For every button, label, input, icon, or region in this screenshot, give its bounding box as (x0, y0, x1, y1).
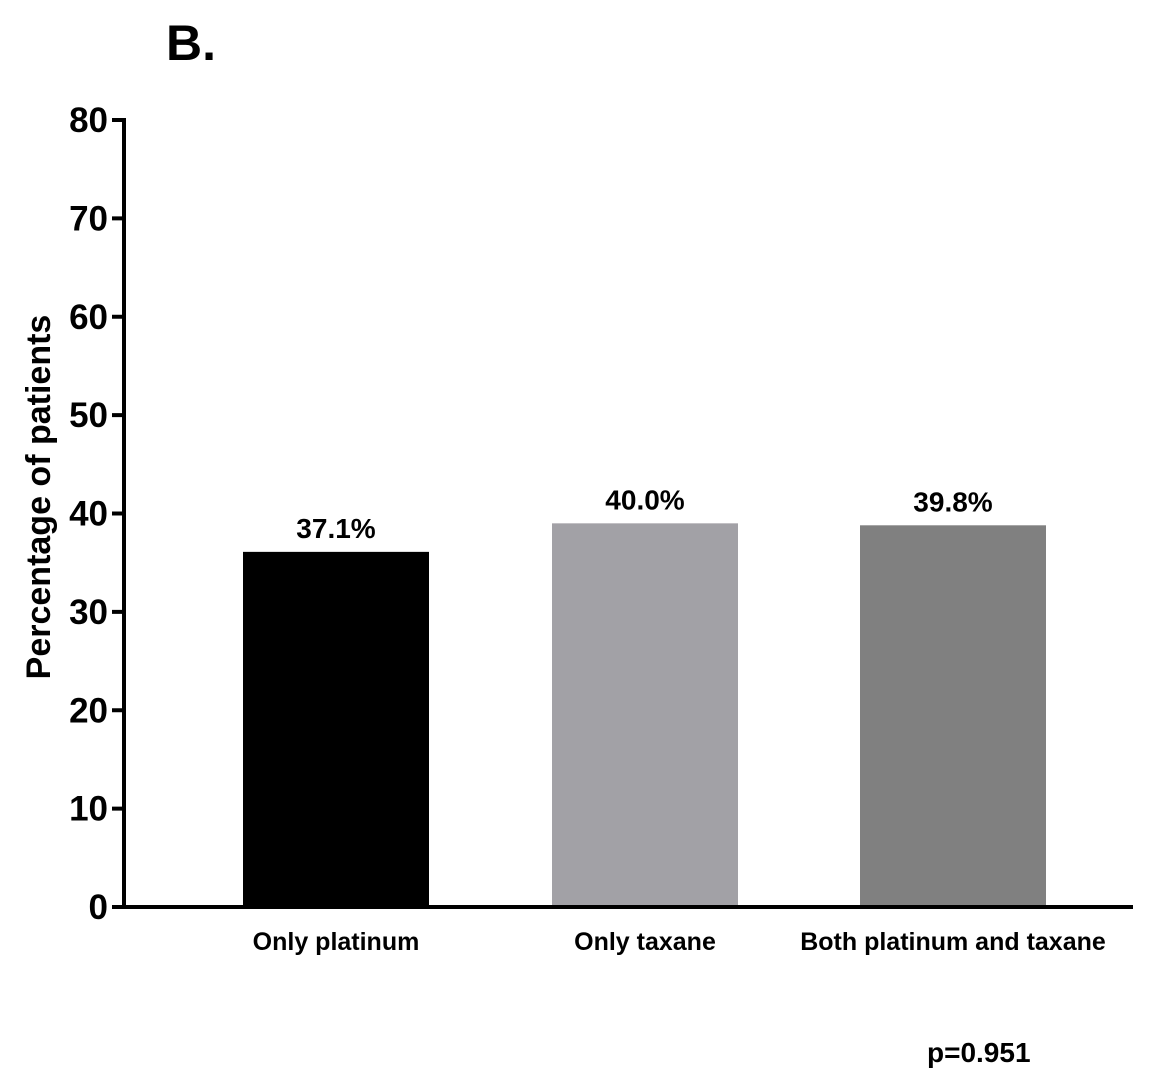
y-tick-label-0: 0 (89, 888, 108, 927)
y-tick-label-30: 30 (69, 593, 108, 632)
y-tick-label-70: 70 (69, 199, 108, 238)
panel-label: B. (166, 15, 216, 71)
y-tick-label-80: 80 (69, 101, 108, 140)
bars-layer: 37.1% 40.0% 39.8% (243, 484, 1046, 907)
y-tick-label-20: 20 (69, 691, 108, 730)
y-tick-label-10: 10 (69, 790, 108, 829)
axes-layer: Only platinum Only taxane Both platinum an… (69, 101, 1133, 956)
bar-both-platinum-and-taxane (860, 525, 1046, 907)
data-label-both-platinum-and-taxane: 39.8% (913, 486, 992, 517)
x-tick-label-both-platinum-and-taxane: Both platinum and taxane (800, 928, 1106, 956)
bar-only-taxane (552, 523, 738, 907)
y-tick-label-40: 40 (69, 495, 108, 534)
bar-only-platinum (243, 551, 429, 907)
x-tick-label-only-platinum: Only platinum (253, 928, 420, 956)
y-tick-label-60: 60 (69, 298, 108, 337)
x-tick-label-only-taxane: Only taxane (574, 928, 716, 956)
data-label-only-taxane: 40.0% (605, 484, 684, 515)
y-tick-label-50: 50 (69, 396, 108, 435)
data-label-only-platinum: 37.1% (296, 513, 375, 544)
y-axis-title: Percentage of patients (20, 315, 58, 680)
p-value-annotation: p=0.951 (927, 1037, 1031, 1068)
